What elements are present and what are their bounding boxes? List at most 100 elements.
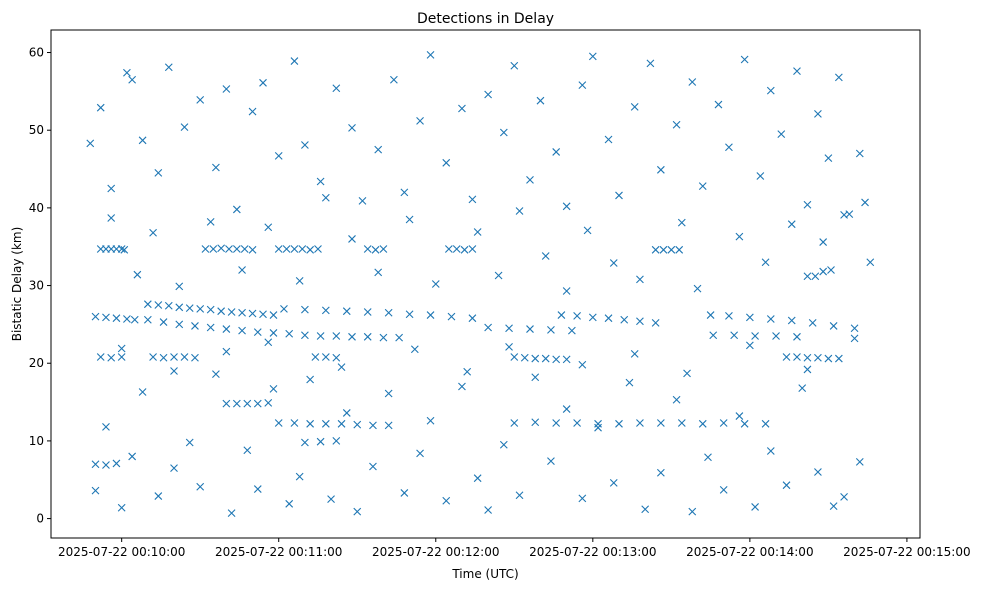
data-point-marker	[840, 210, 848, 219]
data-point-marker	[253, 485, 262, 493]
data-point-marker	[96, 103, 105, 112]
data-point-marker	[636, 419, 644, 427]
data-point-marker	[353, 507, 362, 516]
data-point-marker	[337, 363, 346, 372]
data-point-marker	[526, 325, 534, 333]
data-point-marker	[217, 244, 226, 253]
data-point-marker	[243, 446, 252, 455]
data-point-marker	[861, 198, 869, 207]
data-point-marker	[290, 245, 299, 253]
data-point-marker	[282, 245, 291, 253]
data-point-marker	[484, 506, 493, 514]
y-tick-label: 10	[29, 434, 44, 448]
data-point-marker	[138, 136, 147, 145]
data-point-marker	[274, 419, 283, 427]
data-point-marker	[301, 331, 309, 340]
data-point-marker	[604, 135, 613, 144]
data-point-marker	[609, 259, 618, 267]
data-point-marker	[677, 419, 686, 427]
data-point-marker	[460, 245, 469, 254]
data-point-marker	[787, 316, 796, 325]
data-point-marker	[117, 245, 126, 253]
data-point-marker	[468, 195, 477, 204]
data-point-marker	[274, 245, 283, 253]
data-point-marker	[562, 355, 571, 364]
data-point-marker	[756, 172, 765, 180]
y-tick-label: 0	[36, 512, 44, 526]
y-tick-label: 50	[29, 123, 44, 137]
data-point-marker	[259, 78, 267, 87]
data-point-marker	[531, 373, 540, 382]
data-point-marker	[253, 328, 262, 337]
data-point-marker	[238, 326, 246, 335]
data-point-marker	[332, 353, 341, 362]
data-point-marker	[798, 384, 807, 392]
data-point-marker	[793, 353, 801, 361]
data-point-marker	[353, 420, 362, 429]
data-point-marker	[761, 258, 770, 267]
data-point-marker	[369, 462, 377, 471]
data-point-marker	[814, 468, 822, 476]
data-point-marker	[274, 151, 283, 160]
data-point-marker	[573, 419, 581, 427]
data-point-marker	[180, 353, 189, 361]
data-point-marker	[442, 158, 451, 167]
y-tick-label: 30	[29, 279, 44, 293]
data-point-marker	[227, 509, 236, 518]
data-point-marker	[143, 315, 152, 324]
data-point-marker	[468, 314, 477, 323]
data-point-marker	[827, 266, 835, 274]
data-point-marker	[677, 218, 686, 227]
data-point-marker	[458, 382, 466, 391]
data-point-marker	[102, 313, 110, 322]
data-point-marker	[709, 331, 718, 340]
data-point-marker	[588, 52, 597, 61]
data-point-marker	[834, 354, 843, 363]
data-point-marker	[656, 165, 665, 174]
data-point-marker	[290, 57, 299, 65]
data-point-marker	[740, 55, 749, 64]
data-point-marker	[327, 495, 335, 504]
data-point-marker	[164, 301, 173, 310]
data-point-marker	[206, 305, 215, 314]
y-tick-label: 40	[29, 201, 44, 215]
data-point-marker	[264, 398, 273, 407]
plot-frame	[50, 29, 921, 539]
data-point-marker	[96, 353, 105, 361]
data-point-marker	[180, 123, 189, 131]
data-point-marker	[196, 304, 205, 313]
data-point-marker	[227, 308, 236, 316]
data-point-marker	[447, 312, 456, 321]
data-point-marker	[526, 176, 534, 184]
data-point-marker	[175, 303, 184, 312]
data-point-marker	[358, 196, 367, 205]
data-point-marker	[238, 308, 246, 317]
data-point-marker	[725, 143, 733, 152]
data-point-marker	[636, 275, 644, 284]
data-point-marker	[196, 482, 205, 491]
data-point-marker	[232, 205, 241, 214]
data-point-marker	[567, 326, 576, 335]
x-axis-label: Time (UTC)	[451, 567, 518, 581]
data-point-marker	[405, 215, 414, 224]
data-point-marker	[316, 332, 325, 340]
data-point-marker	[803, 272, 812, 281]
data-point-marker	[782, 353, 791, 361]
data-point-marker	[390, 75, 398, 84]
data-point-marker	[588, 313, 597, 322]
data-point-marker	[484, 90, 493, 99]
data-point-marker	[269, 329, 278, 337]
data-point-marker	[510, 419, 519, 427]
data-point-marker	[102, 423, 110, 431]
data-point-marker	[630, 350, 639, 358]
data-point-marker	[238, 266, 246, 274]
data-point-marker	[191, 322, 199, 330]
data-point-marker	[269, 311, 278, 319]
data-point-marker	[232, 399, 241, 408]
data-point-marker	[248, 309, 257, 318]
data-point-marker	[191, 353, 199, 362]
data-point-marker	[222, 325, 231, 333]
data-point-marker	[117, 353, 126, 361]
data-point-marker	[374, 145, 383, 154]
data-point-marker	[348, 123, 356, 132]
